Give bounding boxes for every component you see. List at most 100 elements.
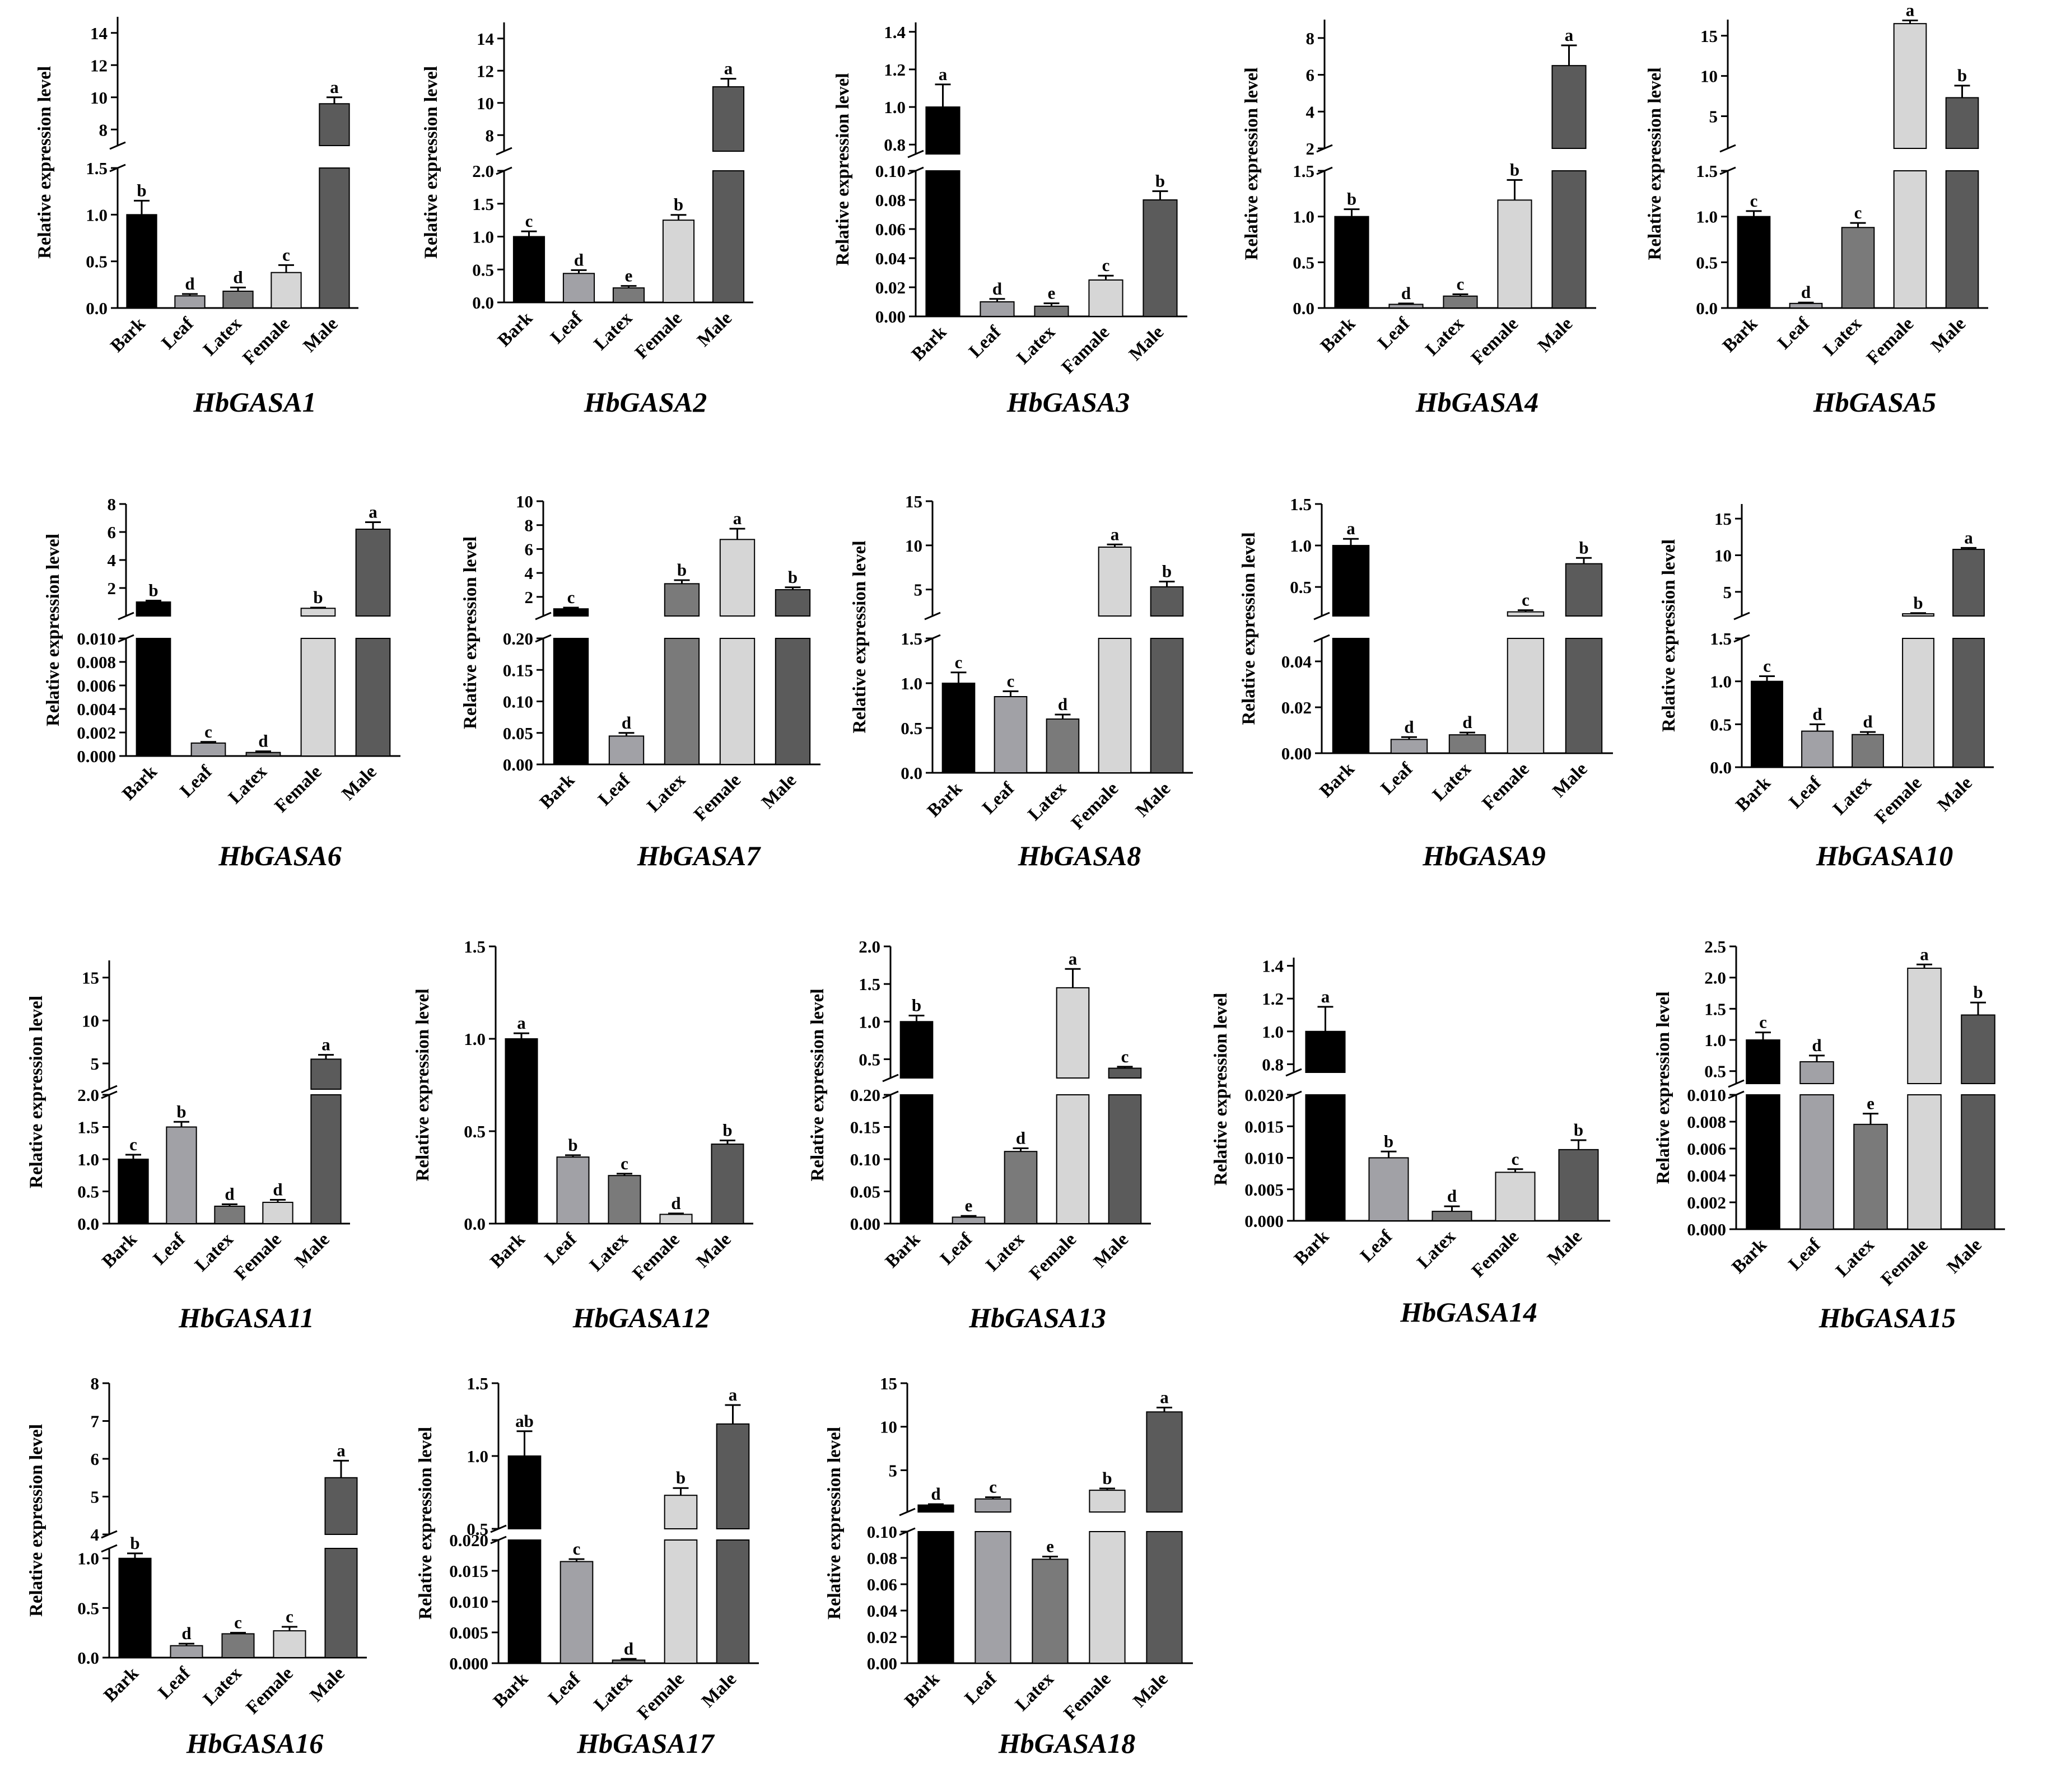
y-tick-label: 0.020	[449, 1530, 488, 1550]
y-tick-label: 1.5	[1293, 161, 1314, 181]
y-axis-label: Relative expression level	[413, 989, 433, 1182]
chart-panel-3: 0.00 0.02 0.04 0.06 0.08 0.10 0.8 1.0 1.2 1.4 Rela…	[833, 22, 1187, 418]
y-axis-label: Relative expression level	[35, 66, 55, 259]
bar-latex	[1034, 305, 1069, 317]
bar-female-lower	[664, 1539, 698, 1664]
y-tick-label: 0.0	[472, 293, 494, 312]
bar-bark-upper	[507, 1455, 542, 1529]
y-tick-label: 1.5	[472, 194, 494, 214]
bar-leaf-lower	[1799, 1094, 1834, 1230]
y-tick-label: 1.0	[86, 205, 108, 225]
y-tick-label: 0.008	[77, 652, 116, 672]
y-tick-label: 0.5	[1293, 253, 1314, 272]
x-tick-label: Male	[693, 308, 736, 351]
x-tick-label: Male	[1549, 759, 1592, 801]
y-axis-label: Relative expression level	[833, 73, 853, 266]
chart-panel-2: 0.0 0.5 1.0 1.5 2.0 8 10 12 14 Relative expressio…	[421, 22, 753, 418]
y-tick-label: 10	[1714, 546, 1732, 566]
significance-letter: a	[330, 77, 339, 97]
x-tick-label: Male	[1544, 1226, 1586, 1269]
y-tick-label: 0.010	[1244, 1149, 1284, 1168]
bar-latex	[1004, 1151, 1038, 1224]
x-tick-label: Female	[243, 1663, 297, 1718]
bar-male-lower	[319, 167, 350, 309]
significance-letter: b	[148, 581, 158, 600]
x-tick-label: Male	[1943, 1235, 1986, 1277]
bar-bark	[1751, 680, 1783, 768]
bar-leaf	[980, 301, 1015, 317]
x-tick-label: Female	[690, 770, 745, 825]
y-tick-label: 0.5	[859, 1049, 880, 1069]
y-tick-label: 4	[91, 1525, 100, 1544]
bar-latex	[1443, 295, 1478, 309]
chart-title: HbGASA7	[637, 840, 762, 871]
x-tick-label: Latex	[644, 770, 690, 816]
significance-letter: ab	[515, 1411, 534, 1431]
significance-letter: a	[1346, 519, 1355, 538]
y-tick-label: 10	[1700, 67, 1718, 86]
x-tick-label: Bark	[908, 322, 950, 365]
y-tick-label: 0.004	[1687, 1166, 1726, 1186]
y-tick-label: 0.5	[464, 1122, 486, 1141]
significance-letter: a	[1920, 944, 1929, 964]
significance-letter: b	[677, 560, 687, 580]
x-tick-label: Leaf	[150, 1229, 190, 1269]
y-tick-label: 0.08	[875, 190, 906, 210]
x-tick-label: Latex	[225, 762, 271, 808]
y-tick-label: 5	[889, 1460, 898, 1480]
bar-male-upper	[1952, 549, 1985, 617]
x-tick-label: Leaf	[1774, 313, 1814, 353]
chart-panel-16: 0.0 0.5 1.0 4 5 6 7 8 Relative expression level b…	[26, 1374, 367, 1759]
y-tick-label: 8	[525, 516, 534, 535]
bar-leaf	[1801, 730, 1834, 768]
y-tick-label: 0.0	[1696, 298, 1718, 318]
axis-break-mark	[1733, 612, 1750, 620]
x-tick-label: Male	[306, 1663, 349, 1706]
bar-male-lower	[1945, 170, 1979, 309]
bar-bark-upper	[1746, 1039, 1780, 1084]
significance-letter: d	[1812, 704, 1822, 724]
y-tick-label: 2	[1306, 139, 1315, 158]
x-tick-label: Latex	[1820, 314, 1866, 360]
axis-break-mark	[882, 1074, 899, 1082]
y-tick-label: 1.0	[1290, 536, 1312, 556]
y-tick-label: 1.0	[472, 227, 494, 247]
x-tick-label: Bark	[1290, 1226, 1333, 1269]
y-tick-label: 5	[1723, 582, 1732, 602]
x-tick-label: Leaf	[544, 1668, 585, 1709]
significance-letter: e	[1046, 1537, 1054, 1556]
bar-male-lower	[775, 638, 811, 765]
significance-letter: d	[1462, 712, 1472, 732]
y-axis-label: Relative expression level	[1242, 68, 1262, 260]
x-tick-label: Male	[758, 770, 800, 813]
y-tick-label: 0.005	[449, 1623, 488, 1642]
x-tick-label: Male	[693, 1229, 735, 1272]
significance-letter: c	[1512, 1149, 1519, 1169]
x-tick-label: Bark	[1732, 773, 1775, 815]
significance-letter: c	[1457, 274, 1465, 294]
significance-letter: b	[1347, 189, 1356, 209]
chart-panel-4: 0.0 0.5 1.0 1.5 2 4 6 8 Relative expression leve…	[1242, 20, 1596, 418]
bar-male-lower	[716, 1539, 750, 1664]
axis-break-mark	[109, 141, 126, 150]
bar-female	[273, 1630, 306, 1659]
x-tick-label: Latex	[1013, 322, 1060, 368]
y-tick-label: 1.5	[1290, 494, 1312, 514]
bar-leaf	[174, 295, 206, 309]
y-tick-label: 15	[905, 492, 922, 511]
y-tick-label: 0.20	[850, 1085, 880, 1105]
y-tick-label: 0.8	[884, 135, 906, 155]
chart-title: HbGASA2	[584, 386, 707, 418]
y-tick-label: 0.15	[850, 1118, 880, 1137]
y-tick-label: 0.15	[503, 660, 533, 680]
y-tick-label: 1.0	[1696, 207, 1718, 227]
y-tick-label: 1.0	[1293, 207, 1314, 227]
x-tick-label: Female	[1467, 314, 1522, 368]
y-tick-label: 7	[91, 1412, 100, 1431]
axis-break-mark	[924, 612, 941, 620]
y-tick-label: 0.0	[86, 298, 108, 318]
x-tick-label: Leaf	[1374, 313, 1414, 353]
bar-male-lower	[712, 170, 745, 303]
bar-bark	[941, 683, 976, 773]
